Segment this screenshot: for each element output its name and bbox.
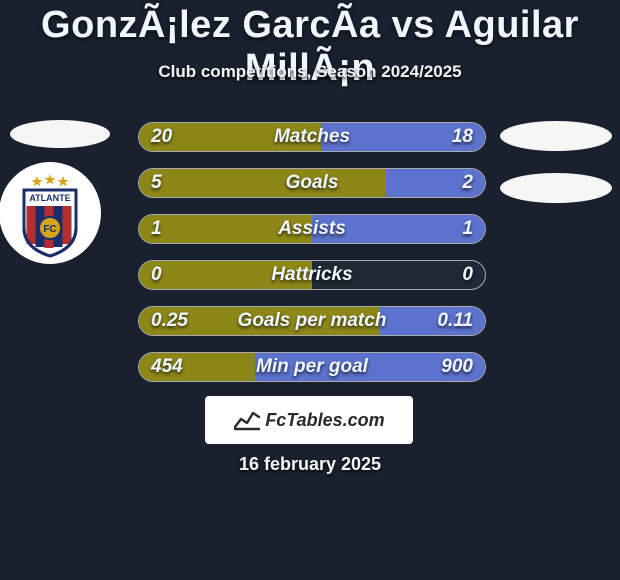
stat-label: Goals [139,169,485,198]
svg-text:FC: FC [43,224,56,235]
left-team-column: ATLANTE FC [10,120,120,264]
left-club-badge: ATLANTE FC [0,162,101,264]
footer-date: 16 february 2025 [0,454,620,475]
stats-panel: 20 Matches 18 5 Goals 2 1 Assists 1 0 Ha… [138,122,486,398]
footer-brand-pill[interactable]: FcTables.com [205,396,413,444]
stat-row-matches: 20 Matches 18 [138,122,486,152]
footer-brand-text: FcTables.com [265,410,384,431]
chart-icon [233,409,261,431]
stat-row-hattricks: 0 Hattricks 0 [138,260,486,290]
stat-right-value: 2 [462,169,473,198]
right-team-column [500,121,610,203]
stat-label: Goals per match [139,307,485,336]
stat-right-value: 0.11 [437,307,473,336]
stat-row-goals: 5 Goals 2 [138,168,486,198]
right-player-ellipse [500,121,612,151]
stat-label: Min per goal [139,353,485,382]
badge-label: ATLANTE [29,193,70,203]
stat-right-value: 900 [441,353,473,382]
stat-right-value: 18 [452,123,473,152]
stat-row-assists: 1 Assists 1 [138,214,486,244]
stat-label: Hattricks [139,261,485,290]
page-subtitle: Club competitions, Season 2024/2025 [0,62,620,82]
left-player-ellipse [10,120,110,148]
stat-row-goals-per-match: 0.25 Goals per match 0.11 [138,306,486,336]
stat-right-value: 0 [462,261,473,290]
stat-label: Assists [139,215,485,244]
stat-label: Matches [139,123,485,152]
stat-right-value: 1 [462,215,473,244]
right-club-ellipse [500,173,612,203]
stat-row-min-per-goal: 454 Min per goal 900 [138,352,486,382]
